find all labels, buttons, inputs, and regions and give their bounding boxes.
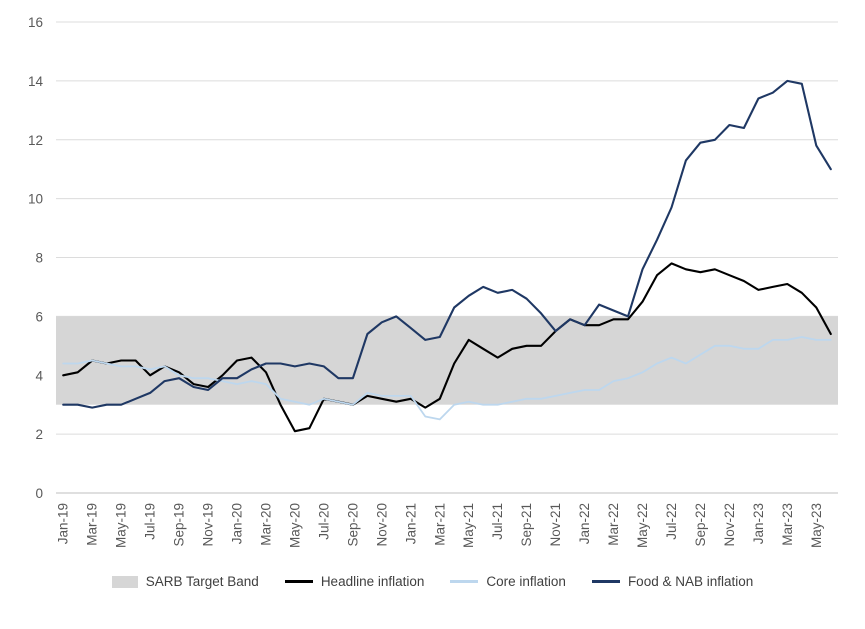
svg-text:2: 2 — [35, 427, 43, 442]
target-band-swatch — [111, 575, 138, 588]
svg-text:8: 8 — [35, 251, 43, 266]
svg-text:Mar-20: Mar-20 — [259, 503, 274, 546]
svg-text:Mar-22: Mar-22 — [606, 503, 621, 546]
svg-text:12: 12 — [28, 133, 43, 148]
svg-text:May-22: May-22 — [635, 503, 650, 548]
series-line-core-inflation — [62, 336, 832, 421]
legend-item-headline-inflation: Headline inflation — [284, 574, 425, 589]
legend-label-target-band: SARB Target Band — [145, 574, 259, 589]
svg-text:Nov-22: Nov-22 — [722, 503, 737, 547]
svg-text:6: 6 — [35, 309, 43, 324]
svg-text:Mar-23: Mar-23 — [780, 503, 795, 546]
svg-text:Sep-22: Sep-22 — [693, 503, 708, 547]
svg-text:May-20: May-20 — [287, 503, 302, 548]
svg-text:Nov-19: Nov-19 — [201, 503, 216, 547]
x-axis-labels: Jan-19 Mar-19 May-19 Jul-19 Sep-19 Nov-19 Jan-… — [56, 503, 824, 548]
svg-text:Sep-21: Sep-21 — [519, 503, 534, 547]
legend-item-core-inflation: Core inflation — [450, 574, 566, 589]
svg-text:4: 4 — [35, 368, 43, 383]
food-nab-line-swatch — [591, 580, 620, 583]
core-line-swatch — [450, 580, 479, 583]
svg-text:Sep-20: Sep-20 — [345, 503, 360, 547]
chart-legend: SARB Target Band Headline inflation Core… — [0, 574, 865, 589]
series-line-headline-inflation — [62, 262, 832, 433]
svg-text:Jul-21: Jul-21 — [490, 503, 505, 540]
svg-text:Jan-20: Jan-20 — [230, 503, 245, 544]
legend-label-headline-inflation: Headline inflation — [320, 574, 425, 589]
svg-text:Sep-19: Sep-19 — [172, 503, 187, 547]
svg-text:May-23: May-23 — [809, 503, 824, 548]
svg-text:0: 0 — [35, 486, 43, 501]
y-axis-labels: 0 2 4 6 8 10 12 14 16 — [28, 15, 44, 501]
svg-text:Jul-22: Jul-22 — [664, 503, 679, 540]
svg-text:Jan-19: Jan-19 — [56, 503, 71, 544]
headline-line-swatch — [284, 580, 313, 583]
svg-text:May-21: May-21 — [461, 503, 476, 548]
inflation-chart: 0 2 4 6 8 10 12 14 16 Jan-19 Mar-19 May-19 Jul-19 Sep… — [28, 15, 838, 548]
svg-text:May-19: May-19 — [114, 503, 129, 548]
svg-text:Jul-20: Jul-20 — [316, 503, 331, 540]
svg-text:Jan-22: Jan-22 — [577, 503, 592, 544]
svg-text:16: 16 — [28, 15, 43, 30]
svg-text:Mar-19: Mar-19 — [85, 503, 100, 546]
svg-text:Nov-21: Nov-21 — [548, 503, 563, 547]
svg-text:Nov-20: Nov-20 — [374, 503, 389, 547]
sarb-target-band-area — [56, 316, 838, 405]
legend-label-food-nab-inflation: Food & NAB inflation — [627, 574, 754, 589]
legend-label-core-inflation: Core inflation — [486, 574, 566, 589]
gridlines — [56, 21, 838, 494]
svg-text:14: 14 — [28, 74, 44, 89]
svg-text:10: 10 — [28, 192, 43, 207]
svg-text:Jan-21: Jan-21 — [403, 503, 418, 544]
svg-text:Jul-19: Jul-19 — [143, 503, 158, 540]
svg-text:Jan-23: Jan-23 — [751, 503, 766, 544]
legend-item-food-nab-inflation: Food & NAB inflation — [591, 574, 754, 589]
series-line-food-nab-inflation — [62, 79, 832, 409]
svg-text:Mar-21: Mar-21 — [432, 503, 447, 546]
legend-item-target-band: SARB Target Band — [111, 574, 259, 589]
